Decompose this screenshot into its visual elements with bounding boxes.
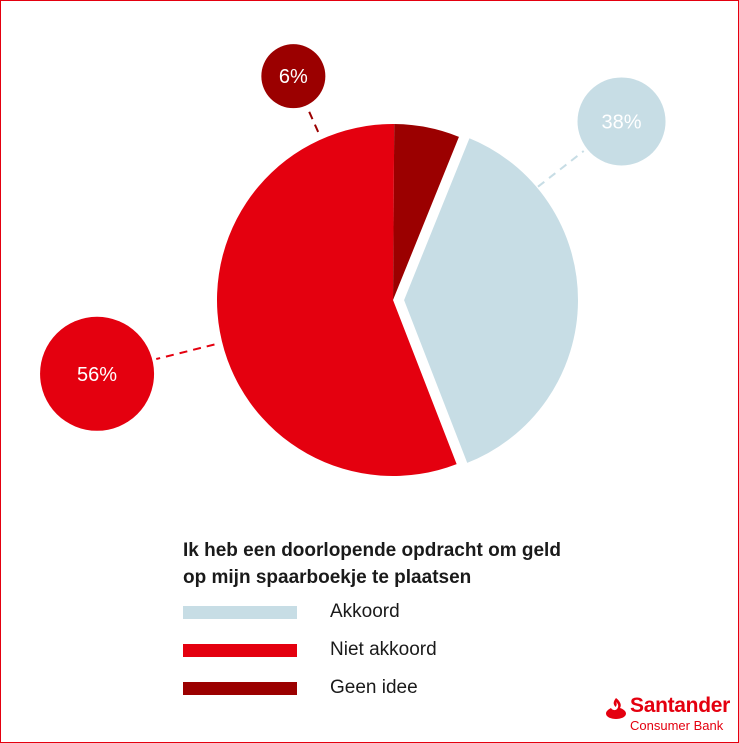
value-bubble-geen-idee [261, 44, 326, 109]
value-label-akkoord: 38% [602, 111, 642, 133]
leader-line-akkoord [537, 150, 585, 188]
leader-line-geen-idee [307, 108, 320, 133]
santander-logo: Santander Consumer Bank [604, 694, 732, 736]
legend-swatch-niet-akkoord [183, 644, 297, 657]
chart-title-line-2: op mijn spaarboekje te plaatsen [183, 567, 472, 588]
value-bubble-akkoord [577, 77, 666, 166]
pie-slice-geen-idee [393, 124, 459, 300]
value-label-niet-akkoord: 56% [77, 364, 117, 386]
pie-slice-akkoord [401, 135, 580, 466]
legend-label-geen-idee: Geen idee [330, 677, 418, 698]
legend-swatch-akkoord [183, 606, 297, 619]
pie-slice-niet-akkoord [217, 123, 457, 476]
legend-label-akkoord: Akkoord [330, 601, 400, 622]
legend-label-niet-akkoord: Niet akkoord [330, 639, 437, 660]
legend-swatch-geen-idee [183, 682, 297, 695]
chart-title: Ik heb een doorlopende opdracht om geld … [183, 537, 603, 591]
value-label-geen-idee: 6% [279, 66, 308, 88]
chart-title-line-1: Ik heb een doorlopende opdracht om geld [183, 540, 561, 561]
brand-name: Santander [630, 694, 730, 717]
flame-icon [606, 698, 626, 719]
leader-line-niet-akkoord [156, 343, 215, 360]
value-bubble-niet-akkoord [40, 316, 155, 431]
brand-subtitle: Consumer Bank [630, 718, 724, 733]
